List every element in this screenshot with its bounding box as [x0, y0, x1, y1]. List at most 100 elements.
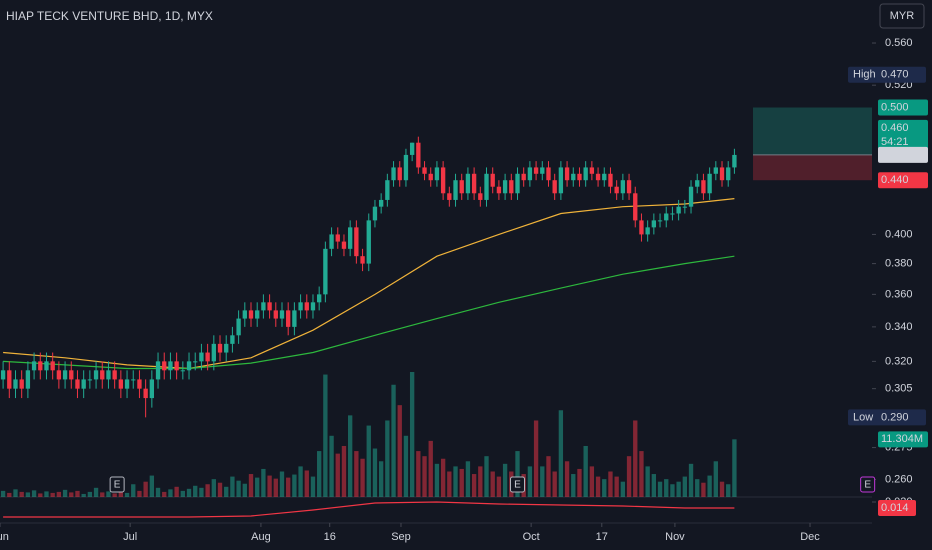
- x-tick-label: Sep: [391, 531, 411, 543]
- candle-body: [701, 180, 706, 194]
- volume-bar: [354, 451, 359, 497]
- volume-bar: [13, 489, 18, 497]
- candle-body: [478, 193, 483, 200]
- candle-body: [471, 173, 477, 194]
- candle-body: [0, 370, 6, 380]
- candle-body: [193, 361, 198, 363]
- target-label: 0.500: [881, 101, 909, 113]
- candle-body: [608, 173, 613, 187]
- volume-bar: [193, 485, 198, 497]
- target-label-box: [878, 99, 928, 116]
- volume-bar: [502, 463, 508, 497]
- volume-bar: [341, 445, 347, 497]
- entry-label-box: [878, 146, 928, 163]
- candle-body: [100, 370, 105, 380]
- volume-bar: [626, 456, 632, 497]
- candle-body: [515, 173, 520, 194]
- y-tick-label: 0.320: [885, 355, 913, 367]
- volume-bar: [56, 491, 62, 497]
- candle-body: [248, 310, 254, 319]
- volume-bar: [676, 481, 681, 497]
- volume-bar: [372, 448, 378, 497]
- candle-body: [75, 379, 80, 389]
- candle-body: [211, 343, 216, 362]
- candle-body: [713, 167, 718, 174]
- volume-bar: [465, 461, 471, 497]
- candle-body: [304, 302, 309, 311]
- indicator-label: 0.014: [881, 502, 909, 514]
- candle-body: [676, 206, 681, 214]
- volume-bar: [459, 468, 464, 497]
- countdown: 54:21: [881, 136, 909, 148]
- candle-body: [31, 361, 37, 371]
- volume-bar: [732, 439, 737, 497]
- candle-body: [453, 180, 458, 200]
- volume-bar: [292, 474, 297, 497]
- candle-body: [372, 206, 378, 221]
- volume-bar: [719, 481, 725, 497]
- candle-body: [440, 167, 446, 194]
- volume-bar: [255, 477, 260, 497]
- volume-bar: [546, 456, 551, 497]
- currency-button[interactable]: [879, 3, 925, 29]
- event-marker: [509, 476, 525, 493]
- candle-body: [286, 310, 291, 327]
- volume-bar: [317, 451, 322, 497]
- volume-bar: [112, 493, 117, 497]
- currency[interactable]: MYR: [890, 10, 915, 22]
- volume-bar: [230, 476, 235, 497]
- volume-bar: [670, 484, 675, 497]
- candle-body: [279, 310, 285, 319]
- candle-body: [459, 180, 464, 194]
- candle-body: [465, 173, 471, 194]
- price-label-box: [848, 66, 926, 83]
- volume-bar: [19, 491, 24, 497]
- candle-body: [13, 379, 18, 389]
- volume-bar: [25, 492, 31, 497]
- y-tick-label: 0.360: [885, 288, 913, 300]
- volume-bar: [608, 471, 613, 497]
- candle-body: [273, 310, 278, 319]
- volume-bar: [248, 474, 254, 497]
- candle-body: [261, 302, 266, 311]
- last-price: 0.460: [881, 122, 909, 134]
- candle-body: [230, 335, 235, 344]
- volume-bar: [93, 487, 99, 497]
- moving-average: [3, 198, 735, 370]
- volume-bar: [81, 493, 86, 497]
- volume-bar: [366, 425, 371, 497]
- candle-body: [602, 173, 607, 181]
- price-label-value: 0.290: [881, 411, 909, 423]
- candle-body: [552, 180, 557, 194]
- y-tick-label: 0.380: [885, 258, 913, 270]
- candle-body: [434, 167, 440, 181]
- candle-body: [670, 213, 675, 215]
- volume-bar: [527, 466, 533, 497]
- volume-bar: [286, 477, 291, 497]
- candle-body: [292, 310, 297, 327]
- volume-bar: [428, 440, 433, 497]
- candle-body: [403, 154, 409, 181]
- volume-bar: [682, 476, 688, 497]
- candle-body: [651, 220, 657, 228]
- volume-bar: [595, 476, 601, 497]
- volume-bar: [577, 468, 582, 497]
- candle-body: [317, 294, 322, 303]
- x-tick-label: Jul: [123, 531, 137, 543]
- candle-body: [224, 343, 229, 353]
- candle-body: [112, 370, 117, 380]
- candle-body: [540, 167, 545, 174]
- candle-body: [329, 234, 334, 249]
- volume-label: 11.304M: [881, 433, 923, 445]
- volume-bar: [657, 481, 663, 497]
- volume-bar: [131, 484, 136, 497]
- event-marker: [860, 476, 876, 493]
- event-marker: [109, 476, 125, 493]
- volume-bar: [186, 488, 192, 497]
- candle-body: [695, 180, 700, 187]
- candle-body: [354, 227, 359, 257]
- volume-bar: [149, 475, 155, 497]
- volume-bar: [155, 487, 161, 497]
- indicator-label-box: [878, 500, 916, 516]
- candle-body: [186, 361, 192, 371]
